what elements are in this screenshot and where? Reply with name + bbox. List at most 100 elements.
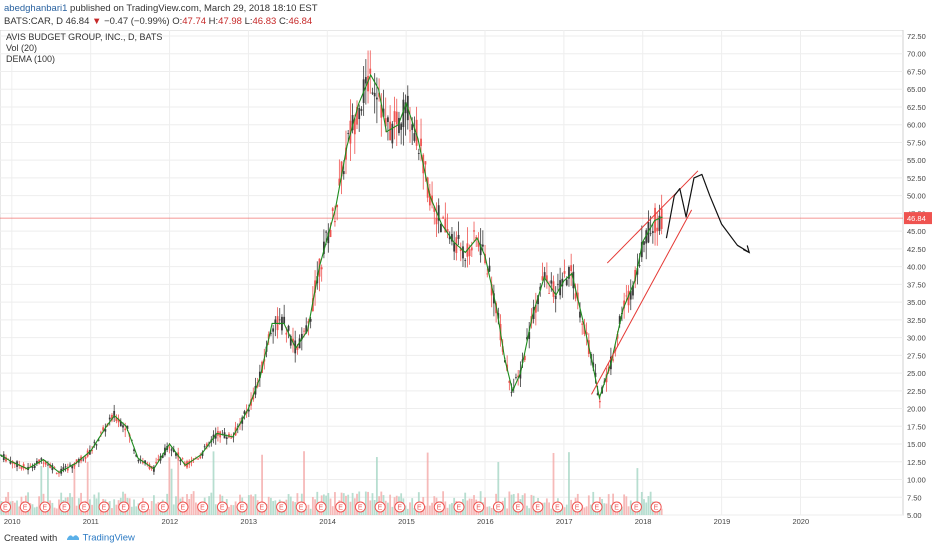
candle-body	[347, 133, 350, 134]
candle-body	[464, 260, 467, 261]
earnings-marker-label: E	[338, 505, 343, 512]
plot-area[interactable]	[0, 30, 904, 516]
tradingview-link[interactable]: TradingView	[82, 532, 135, 544]
candle-body	[470, 247, 473, 251]
price-tick-label: 12.50	[907, 458, 926, 467]
volume-bar	[649, 491, 652, 515]
candle-body	[179, 459, 182, 462]
price-axis[interactable]: 72.50 70.00 67.50 65.00 62.50 60.00 57.50 55.00…	[904, 32, 932, 520]
candle-body	[643, 241, 645, 245]
candle-body	[442, 217, 445, 219]
volume-bar	[150, 501, 153, 515]
earnings-marker	[276, 501, 288, 513]
volume-bar	[530, 494, 533, 515]
earnings-marker	[236, 501, 248, 513]
earnings-marker	[492, 501, 504, 513]
volume-bar	[647, 496, 650, 515]
price-tick-label: 15.00	[907, 440, 926, 449]
candle-body	[146, 462, 149, 464]
earnings-marker	[315, 501, 327, 513]
price-tick-label: 52.50	[907, 174, 926, 183]
volume-bar	[314, 499, 316, 515]
volume-bar	[349, 501, 352, 515]
candle-body	[468, 249, 471, 257]
earnings-marker-label: E	[417, 505, 422, 512]
time-tick-label: 2016	[477, 517, 494, 526]
volume-bar	[448, 504, 451, 515]
candle-body	[440, 223, 442, 233]
candle-body	[181, 458, 184, 460]
earnings-marker	[39, 501, 51, 513]
volume-bar	[409, 502, 411, 515]
earnings-marker	[216, 501, 228, 513]
volume-bar	[391, 506, 394, 515]
candle-body	[552, 281, 555, 297]
candle-body	[477, 240, 480, 247]
volume-bar	[353, 498, 356, 515]
volume-bar	[470, 498, 473, 515]
candle-body	[192, 458, 195, 460]
candle-body	[49, 464, 52, 468]
earnings-marker	[177, 501, 189, 513]
volume-bar	[387, 502, 389, 515]
candle-body	[537, 295, 539, 305]
volume-bar	[406, 508, 409, 515]
dema-line	[0, 73, 663, 474]
candle-body	[336, 204, 339, 208]
volume-bar	[590, 504, 592, 515]
volume-bar	[486, 506, 489, 515]
volume-bar	[488, 506, 491, 515]
price-chart[interactable]: E E E E E E E E E E E E E E E E E E E E E E E E E E E E E E E E E E 72.50…	[0, 30, 932, 530]
candle-body	[212, 434, 215, 439]
volume-bar	[77, 498, 80, 515]
candle-body	[356, 106, 358, 125]
earnings-marker	[354, 501, 366, 513]
volume-bar	[451, 503, 453, 515]
candle-body	[119, 421, 122, 427]
volume-bar	[561, 506, 564, 515]
candle-body	[214, 433, 217, 439]
candle-body	[640, 242, 643, 258]
volume-bar	[603, 503, 606, 515]
tradingview-logo-icon[interactable]	[66, 532, 80, 544]
volume-bar	[375, 457, 378, 515]
time-axis[interactable]: 2010 2011 2012 2013 2014 2015 2016 2017 2018 2019…	[4, 517, 809, 526]
volume-bar	[31, 504, 34, 515]
candle-body	[479, 244, 482, 256]
candle-body	[20, 466, 23, 469]
volume-bar	[367, 491, 369, 515]
candle-body	[64, 466, 67, 468]
volume-bar	[334, 492, 336, 515]
candle-body	[270, 332, 272, 334]
candle-body	[42, 462, 45, 464]
earnings-marker	[118, 501, 130, 513]
volume-bar	[587, 495, 590, 515]
earnings-marker-label: E	[358, 505, 363, 512]
time-tick-label: 2012	[162, 517, 179, 526]
volume-bar	[36, 506, 38, 515]
time-tick-label: 2019	[714, 517, 731, 526]
candle-body	[475, 236, 478, 240]
candle-body	[155, 462, 158, 464]
candle-body	[247, 409, 250, 412]
earnings-marker	[138, 501, 150, 513]
volume-bar	[71, 497, 74, 515]
volume-bar	[289, 496, 292, 515]
earnings-marker	[453, 501, 465, 513]
candle-body	[285, 332, 288, 335]
volume-bar	[303, 451, 305, 515]
price-tick-label: 7.50	[907, 493, 922, 502]
time-tick-label: 2011	[83, 517, 99, 526]
candle-body	[444, 218, 447, 233]
volume-bar	[51, 502, 54, 515]
earnings-marker-label: E	[240, 505, 245, 512]
author-link[interactable]: abedghanbari1	[4, 3, 68, 14]
candle-body	[618, 316, 621, 324]
earnings-marker	[335, 501, 347, 513]
candle-body	[384, 118, 387, 127]
earnings-marker-label: E	[200, 505, 205, 512]
candle-body	[102, 427, 105, 431]
volume-bar	[545, 498, 548, 515]
volume-bar	[568, 452, 570, 515]
volume-bar	[636, 468, 639, 515]
